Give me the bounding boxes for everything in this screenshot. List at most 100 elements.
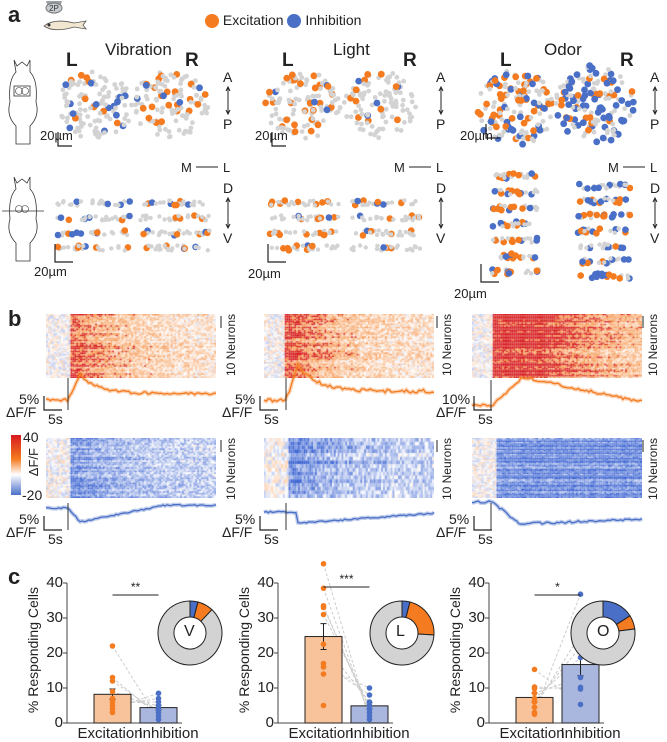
neuron-dot bbox=[302, 109, 307, 114]
y-tick-label: 0 bbox=[265, 714, 274, 731]
neuron-dot bbox=[619, 244, 627, 252]
neuron-dot bbox=[194, 101, 202, 108]
paired-line bbox=[323, 605, 370, 713]
neuron-dot bbox=[354, 197, 362, 205]
neuron-dot bbox=[69, 110, 77, 117]
neuron-dot bbox=[159, 81, 165, 87]
x-tick-label: Inhibition bbox=[560, 725, 621, 742]
neuron-dot bbox=[99, 218, 105, 223]
neuron-dot bbox=[184, 73, 189, 79]
neuron-dot bbox=[104, 214, 109, 220]
neuron-dot bbox=[176, 99, 184, 106]
neuron-dot bbox=[510, 203, 518, 211]
neuron-dot bbox=[65, 115, 70, 121]
neuron-dot bbox=[204, 110, 210, 116]
neuron-dot bbox=[374, 232, 380, 238]
neuron-dot bbox=[529, 136, 535, 142]
neuron-dot bbox=[63, 91, 69, 97]
neuron-dot bbox=[145, 114, 153, 122]
neuron-dot bbox=[333, 110, 339, 116]
neuron-dot bbox=[541, 105, 548, 112]
neuron-dot bbox=[584, 80, 592, 88]
neuron-dot bbox=[519, 140, 526, 148]
neuron-dot bbox=[502, 253, 510, 260]
data-point bbox=[109, 709, 116, 716]
neuron-dot bbox=[64, 119, 70, 125]
neuron-dot bbox=[599, 134, 607, 142]
neuron-dot bbox=[409, 99, 415, 105]
neuron-dot bbox=[394, 116, 401, 124]
neuron-dot bbox=[358, 107, 364, 113]
neuron-dot bbox=[516, 221, 521, 226]
neuron-dot bbox=[586, 210, 594, 218]
neuron-dot bbox=[375, 215, 380, 220]
y-axis-label: % Responding Cells bbox=[236, 587, 252, 714]
neuron-dot bbox=[79, 92, 84, 97]
neuron-dot bbox=[584, 197, 592, 204]
neuron-dot bbox=[87, 122, 93, 128]
neuron-dot bbox=[577, 272, 584, 279]
neuron-dot bbox=[187, 129, 193, 135]
neuron-dot bbox=[629, 106, 637, 114]
colorbar-max-label: 40 bbox=[23, 429, 39, 445]
neuron-dot bbox=[593, 138, 601, 146]
neuron-dot bbox=[576, 198, 584, 205]
neuron-dot bbox=[591, 95, 599, 103]
scale-bar bbox=[54, 244, 73, 263]
data-point bbox=[366, 716, 373, 723]
data-point bbox=[320, 671, 327, 677]
axis-label-anterior: A bbox=[650, 69, 660, 85]
neuron-dot bbox=[601, 243, 607, 248]
neuron-dot bbox=[106, 90, 112, 95]
x-tick-label: Excitation bbox=[288, 725, 354, 742]
neuron-dot bbox=[361, 202, 366, 207]
neuron-dot bbox=[96, 132, 102, 138]
neuron-dot bbox=[400, 218, 405, 223]
neuron-dot bbox=[59, 113, 65, 119]
neuron-dot bbox=[148, 199, 156, 206]
neuron-dot bbox=[329, 100, 335, 105]
neuron-dot bbox=[529, 240, 534, 245]
neuron-dot bbox=[126, 118, 131, 124]
y-tick-label: 40 bbox=[46, 574, 63, 591]
neuron-dot bbox=[305, 122, 311, 128]
neuron-dot bbox=[175, 107, 181, 112]
data-point bbox=[320, 611, 327, 618]
neuron-dot bbox=[584, 185, 591, 192]
neuron-dot bbox=[407, 246, 413, 252]
heatmap-vibration-inhibition bbox=[46, 438, 216, 498]
neuron-dot bbox=[89, 69, 95, 75]
trace-vibration-inhibition bbox=[45, 503, 217, 523]
neuron-dot bbox=[293, 230, 298, 235]
neuron-dot bbox=[287, 127, 292, 133]
neuron-dot bbox=[54, 243, 62, 251]
neuron-dot bbox=[379, 216, 384, 221]
neuron-dot bbox=[281, 80, 286, 86]
neuron-dot bbox=[595, 78, 601, 84]
neuron-dot bbox=[612, 132, 617, 138]
neuron-dot bbox=[200, 214, 205, 220]
neuron-dot bbox=[622, 196, 630, 203]
neuron-dot bbox=[586, 114, 594, 121]
significance-stars: ** bbox=[130, 580, 141, 594]
panel-letter-a: a bbox=[8, 2, 21, 27]
neuron-dot bbox=[324, 243, 329, 248]
data-point bbox=[531, 704, 538, 711]
neuron-dot bbox=[581, 86, 588, 94]
neuron-dot bbox=[311, 232, 316, 238]
neuron-dot bbox=[78, 199, 84, 204]
trace-scale-bar bbox=[473, 396, 492, 411]
neuron-dot bbox=[92, 118, 98, 124]
neuron-dot bbox=[367, 200, 372, 205]
neuron-dot bbox=[486, 82, 494, 90]
axis-label-posterior: P bbox=[436, 116, 446, 132]
neuron-dot bbox=[81, 95, 89, 103]
neuron-map-scatter bbox=[54, 62, 658, 283]
neuron-dot bbox=[113, 111, 120, 119]
neuron-dot bbox=[582, 228, 587, 234]
neuron-dot bbox=[561, 88, 569, 96]
neuron-dot bbox=[350, 215, 355, 220]
neuron-dot bbox=[116, 202, 121, 208]
neuron-dot bbox=[501, 129, 507, 135]
neuron-dot bbox=[77, 101, 82, 107]
